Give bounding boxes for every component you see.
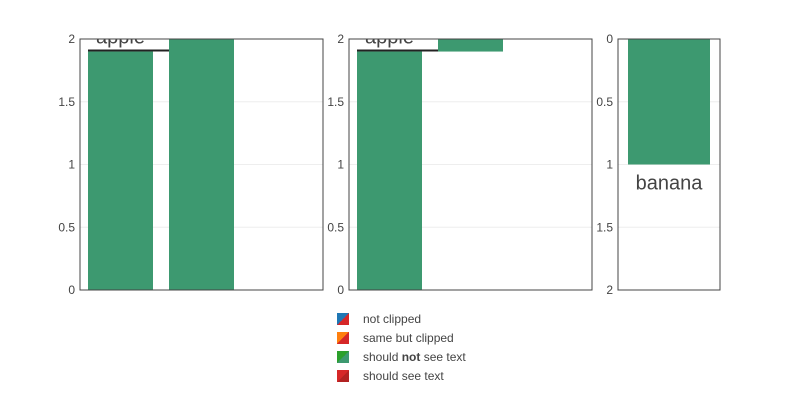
- subplot-3: banana 0 0.5 1 1.5 2: [596, 32, 721, 297]
- y-tick-label: 1: [606, 158, 613, 172]
- y-tick-label: 2: [606, 283, 613, 297]
- legend-item-should-see-text[interactable]: should see text: [337, 366, 466, 385]
- plot-area: banana: [628, 39, 710, 195]
- y-tick-label: 1.5: [596, 220, 613, 234]
- legend-swatch-icon: [337, 331, 349, 344]
- legend-swatch-icon: [337, 369, 349, 382]
- bar[interactable]: [357, 51, 422, 290]
- legend-item-should-not-see-text[interactable]: should not see text: [337, 347, 466, 366]
- bar[interactable]: [628, 39, 710, 165]
- y-tick-label: 2: [337, 32, 344, 46]
- legend-label: same but clipped: [363, 330, 454, 345]
- chart-legend: not clipped same but clipped should not …: [337, 309, 466, 385]
- legend-label: should see text: [363, 368, 444, 383]
- bar-data-label: apple: [96, 27, 145, 49]
- bar[interactable]: [169, 39, 234, 290]
- subplot-2: apple 0 0.5 1 1.5 2: [327, 27, 593, 297]
- y-tick-label: 0: [68, 283, 75, 297]
- legend-swatch-icon: [337, 312, 349, 325]
- legend-label: should not see text: [363, 349, 466, 364]
- plot-area: apple: [357, 27, 503, 290]
- y-tick-label: 1: [68, 158, 75, 172]
- legend-swatch-icon: [337, 350, 349, 363]
- bar-data-label: apple: [365, 27, 414, 49]
- y-tick-label: 1.5: [58, 95, 75, 109]
- bar[interactable]: [88, 51, 153, 290]
- y-tick-label: 0.5: [327, 220, 344, 234]
- legend-item-not-clipped[interactable]: not clipped: [337, 309, 466, 328]
- axis-frame: [348, 38, 593, 291]
- y-tick-label: 2: [68, 32, 75, 46]
- y-tick-label: 0: [337, 283, 344, 297]
- y-tick-label: 0.5: [596, 95, 613, 109]
- axis-frame: [79, 38, 324, 291]
- y-tick-label: 1: [337, 158, 344, 172]
- y-tick-label: 0.5: [58, 220, 75, 234]
- axis-frame: [617, 38, 721, 291]
- y-tick-label: 0: [606, 32, 613, 46]
- bar[interactable]: [438, 39, 503, 52]
- plot-area: apple: [88, 27, 234, 290]
- legend-label: not clipped: [363, 311, 422, 326]
- subplot-1: apple 0 0.5 1 1.5 2: [58, 27, 324, 297]
- y-tick-label: 1.5: [327, 95, 344, 109]
- legend-item-same-but-clipped[interactable]: same but clipped: [337, 328, 466, 347]
- bar-data-label: banana: [636, 173, 704, 195]
